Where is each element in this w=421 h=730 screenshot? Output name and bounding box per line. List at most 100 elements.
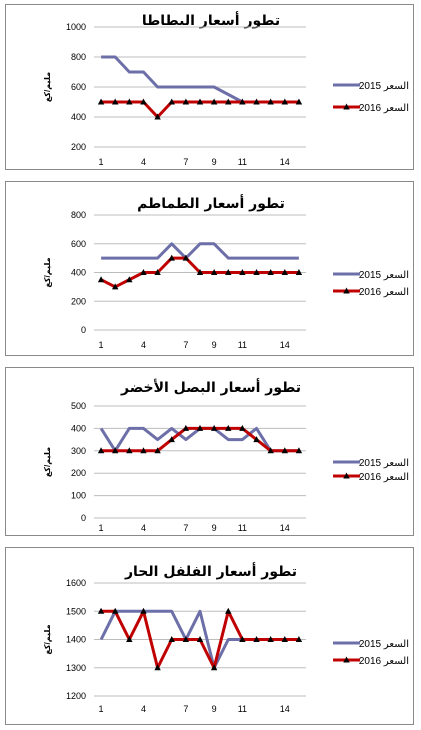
legend-entry-1: 2015 السعر — [359, 458, 409, 469]
x-tick-label: 1 — [99, 523, 104, 533]
data-point-marker — [239, 98, 246, 105]
data-point-marker — [140, 98, 147, 105]
data-point-marker — [182, 424, 190, 431]
x-tick-label: 4 — [141, 704, 146, 714]
y-tick-label: 600 — [71, 82, 86, 92]
data-point-marker — [281, 269, 288, 275]
legend-marker — [343, 472, 350, 479]
y-tick-label: 1400 — [66, 635, 86, 645]
data-point-marker — [210, 269, 218, 275]
data-point-marker — [295, 636, 303, 642]
data-point-marker — [295, 98, 303, 105]
y-tick-label: 1500 — [66, 606, 86, 616]
x-tick-label: 4 — [141, 523, 146, 533]
chart-panel-tomato: تطور أسعار الطماطم 0 200 400 600 800 مليم/كغ 1 4… — [5, 181, 414, 356]
data-point-marker — [225, 269, 232, 275]
data-point-marker — [168, 98, 175, 105]
x-tick-label: 1 — [99, 157, 104, 167]
legend-entry-1: 2015 السعر — [359, 81, 409, 92]
data-point-marker — [253, 269, 260, 275]
data-point-marker — [97, 276, 105, 283]
data-point-marker — [196, 98, 204, 105]
y-tick-label: 200 — [71, 142, 86, 152]
x-tick-label: 11 — [238, 157, 247, 167]
data-point-marker — [196, 269, 204, 275]
chart-title: تطور أسعار الفلفل الحار — [124, 562, 297, 580]
y-tick-label: 0 — [81, 513, 86, 523]
data-point-marker — [267, 98, 274, 105]
y-tick-label: 400 — [71, 112, 86, 122]
data-point-marker — [112, 98, 119, 105]
x-tick-label: 4 — [141, 340, 146, 350]
y-tick-label: 1200 — [66, 691, 86, 701]
data-point-marker — [267, 636, 274, 642]
data-point-marker — [182, 98, 190, 105]
x-tick-label: 7 — [183, 340, 188, 350]
y-tick-label: 800 — [71, 210, 86, 220]
data-point-marker — [154, 664, 161, 671]
data-point-marker — [154, 113, 161, 120]
data-point-marker — [126, 276, 133, 283]
x-tick-label: 11 — [238, 340, 247, 350]
data-point-marker — [182, 254, 190, 261]
y-axis-label: مليم/كغ — [43, 72, 52, 102]
x-tick-label: 14 — [280, 523, 290, 533]
chart-panel-hot-pepper: تطور أسعار الفلفل الحار 1200 1300 1400 1500 1… — [5, 547, 414, 725]
data-point-marker — [225, 607, 232, 614]
legend-entry-2: 2016 السعر — [359, 472, 409, 483]
data-point-marker — [210, 98, 218, 105]
x-tick-label: 9 — [212, 340, 217, 350]
y-tick-label: 200 — [71, 296, 86, 306]
x-tick-label: 11 — [238, 523, 247, 533]
chart-potato: تطور أسعار البطاطا 200 400 600 800 1000 مليم/ك… — [43, 11, 409, 167]
x-tick-label: 9 — [212, 157, 217, 167]
data-point-marker — [225, 98, 232, 105]
data-point-marker — [154, 447, 161, 454]
y-tick-label: 300 — [71, 446, 86, 456]
data-point-marker — [97, 607, 105, 614]
data-point-marker — [267, 447, 274, 454]
series-line-1 — [99, 426, 299, 453]
chart-panel-potato: تطور أسعار البطاطا 200 400 600 800 1000 مليم/ك… — [5, 4, 414, 170]
data-point-marker — [210, 664, 218, 671]
chart-title: تطور أسعار الطماطم — [137, 194, 285, 212]
data-point-marker — [281, 636, 288, 642]
y-axis-label: مليم/كغ — [43, 447, 52, 477]
y-tick-label: 1600 — [66, 578, 86, 588]
data-point-marker — [112, 447, 119, 454]
y-tick-label: 1000 — [66, 22, 86, 32]
data-point-marker — [253, 98, 260, 105]
data-point-marker — [168, 636, 175, 642]
data-point-marker — [196, 636, 204, 642]
legend-marker — [343, 656, 350, 663]
data-point-marker — [126, 636, 133, 642]
legend-entry-2: 2016 السعر — [359, 103, 409, 114]
chart-hot-pepper: تطور أسعار الفلفل الحار 1200 1300 1400 1500 1… — [43, 562, 409, 714]
x-tick-label: 4 — [141, 157, 146, 167]
data-point-marker — [295, 269, 303, 275]
y-tick-label: 600 — [71, 239, 86, 249]
data-point-marker — [168, 254, 175, 261]
data-point-marker — [112, 607, 119, 614]
x-tick-label: 1 — [99, 340, 104, 350]
legend-entry-2: 2016 السعر — [359, 656, 409, 667]
x-tick-label: 1 — [99, 704, 104, 714]
x-tick-label: 11 — [238, 704, 247, 714]
legend-marker — [343, 287, 350, 294]
data-point-marker — [154, 269, 161, 275]
legend-entry-2: 2016 السعر — [359, 287, 409, 298]
legend-marker — [343, 103, 350, 110]
y-tick-label: 400 — [71, 423, 86, 433]
legend-entry-1: 2015 السعر — [359, 639, 409, 650]
data-point-marker — [225, 424, 232, 431]
data-point-marker — [253, 436, 260, 443]
y-tick-label: 400 — [71, 268, 86, 278]
data-point-marker — [168, 436, 175, 443]
data-point-marker — [210, 424, 218, 431]
data-point-marker — [140, 607, 147, 614]
y-tick-label: 500 — [71, 401, 86, 411]
data-point-marker — [97, 447, 105, 454]
series-line-1 — [101, 242, 299, 260]
data-point-marker — [239, 269, 246, 275]
data-point-marker — [126, 98, 133, 105]
